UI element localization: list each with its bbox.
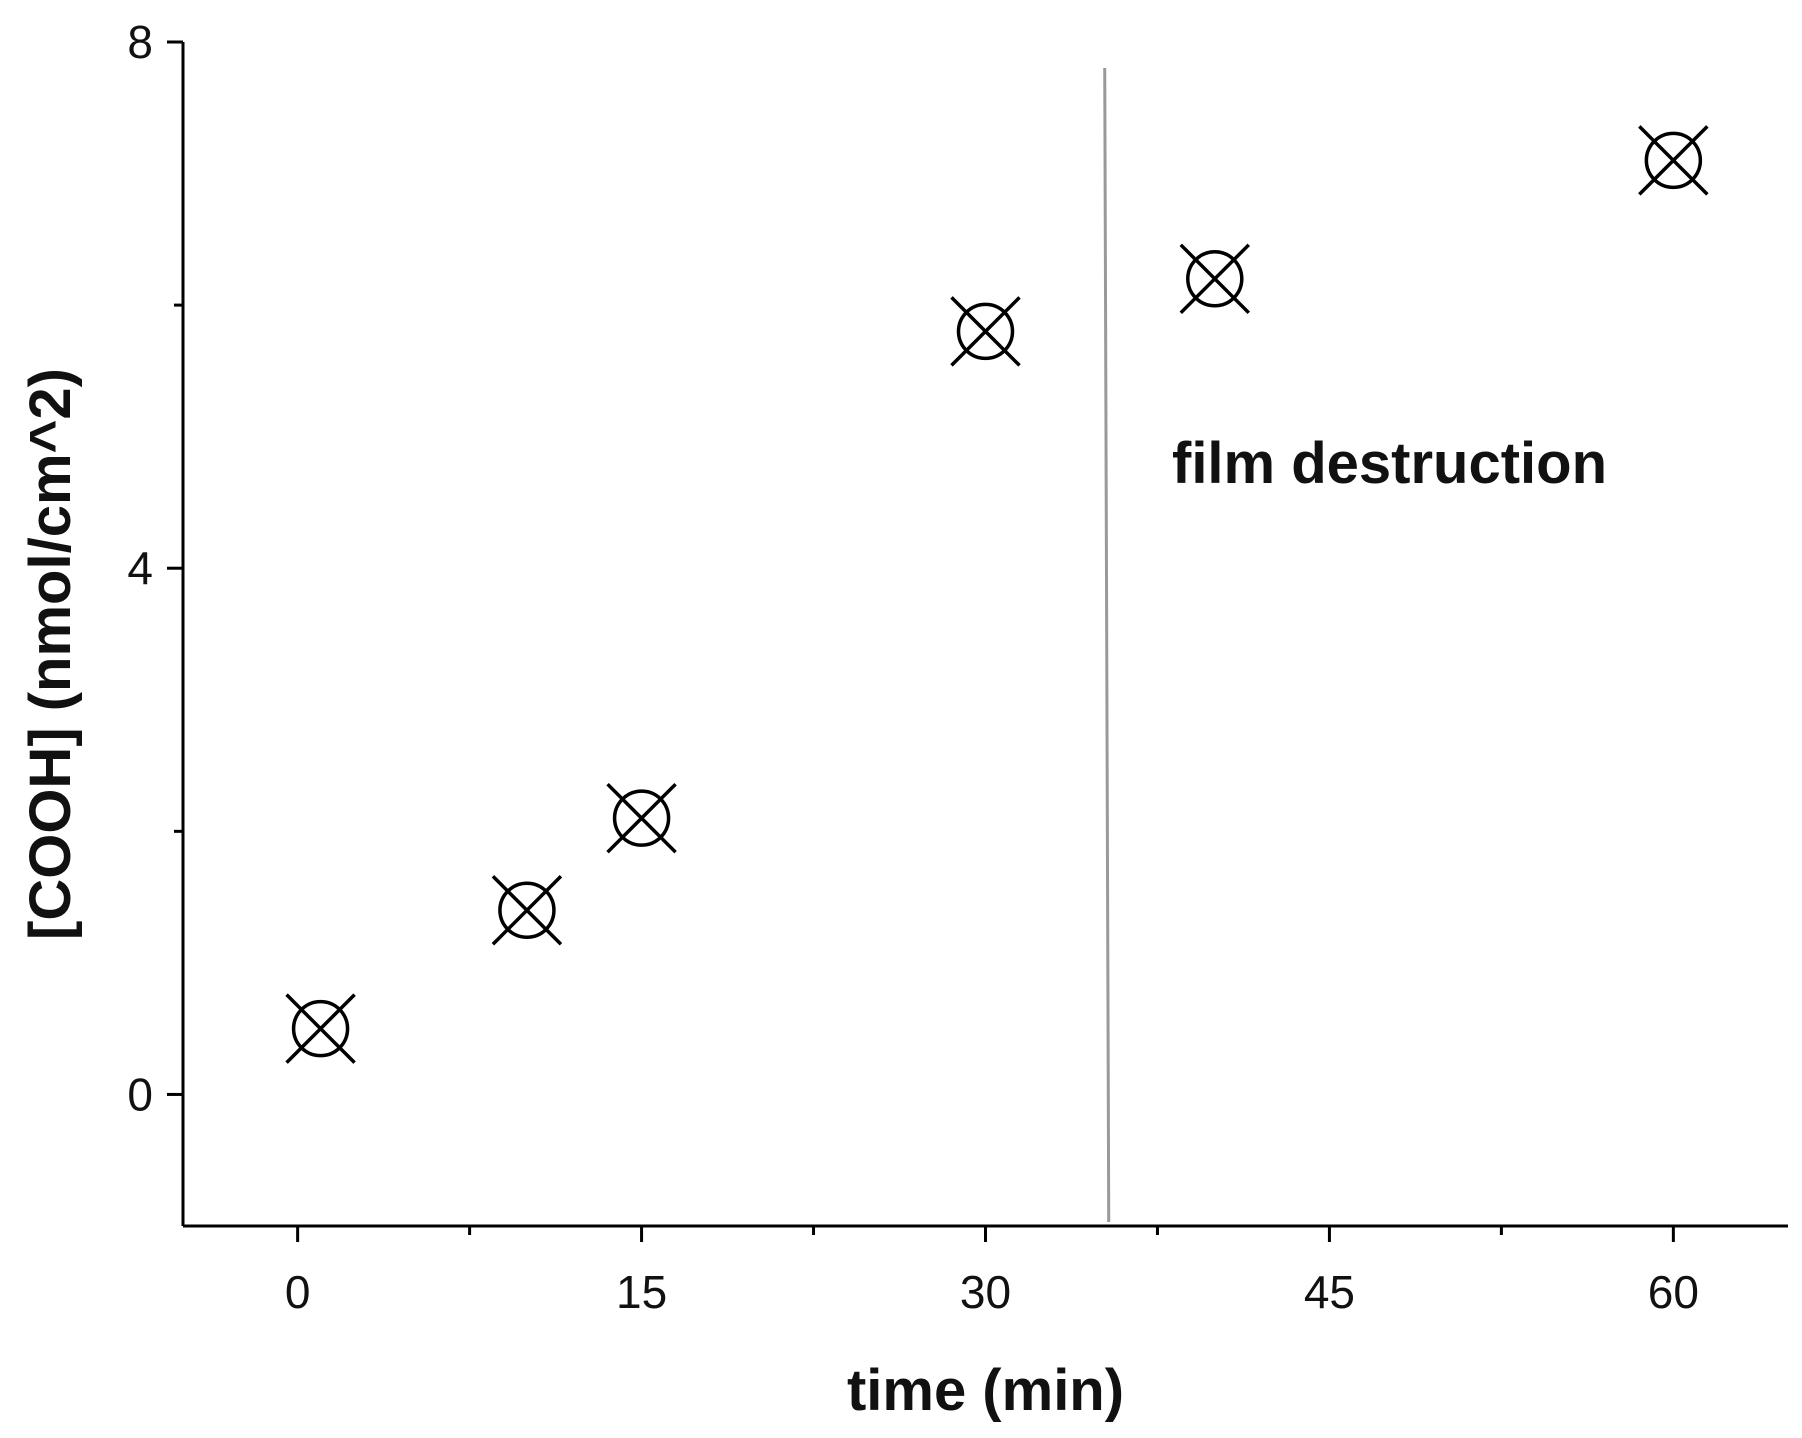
data-point bbox=[285, 993, 356, 1064]
y-tick-label: 8 bbox=[127, 16, 153, 68]
data-point bbox=[606, 782, 677, 854]
data-point bbox=[1638, 125, 1709, 196]
data-points bbox=[285, 125, 1709, 1064]
x-ticks: 0 15 30 45 60 bbox=[285, 1226, 1699, 1318]
x-tick-label: 0 bbox=[285, 1266, 311, 1318]
film-destruction-annotation: film destruction bbox=[1172, 431, 1607, 496]
axes bbox=[181, 42, 1788, 1228]
x-axis-title: time (min) bbox=[847, 1358, 1124, 1423]
y-tick-label: 4 bbox=[127, 542, 153, 594]
x-tick-label: 30 bbox=[960, 1266, 1011, 1318]
data-point bbox=[1179, 243, 1251, 315]
y-axis-title: [COOH] (nmol/cm^2) bbox=[18, 368, 83, 940]
film-destruction-boundary-line bbox=[1103, 67, 1111, 1223]
y-tick-label: 0 bbox=[127, 1068, 153, 1120]
x-tick-label: 15 bbox=[616, 1266, 667, 1318]
x-tick-label: 60 bbox=[1648, 1266, 1699, 1318]
data-point bbox=[950, 296, 1021, 367]
y-ticks: 0 4 8 bbox=[127, 16, 183, 1120]
x-tick-label: 45 bbox=[1304, 1266, 1355, 1318]
data-point bbox=[491, 875, 563, 946]
